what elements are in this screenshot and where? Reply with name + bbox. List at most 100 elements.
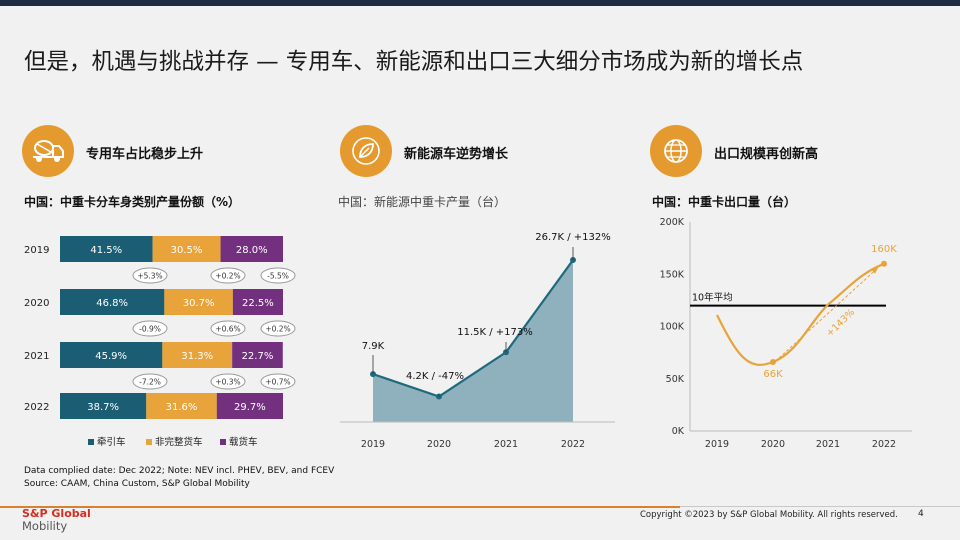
section-label-nev: 新能源车逆势增长	[404, 147, 509, 162]
bar-label: 30.5%	[171, 245, 203, 256]
source-note: Source: CAAM, China Custom, S&P Global M…	[24, 479, 250, 489]
area-fill	[373, 260, 573, 422]
export-line	[716, 262, 885, 366]
bar-segment	[216, 393, 283, 419]
change-bubble	[132, 373, 168, 390]
data-point	[503, 349, 509, 356]
year-label: 2019	[24, 245, 49, 256]
stacked-bar-chart: 2019 41.5% 30.5% 28.0% 2020 46.8% 30.7% 22.5% 20…	[24, 236, 296, 448]
y-tick-label: 50K	[666, 374, 685, 385]
growth-arrow-head	[871, 267, 878, 274]
chart2-title: 中国：新能源中重卡产量（台）	[338, 195, 507, 209]
nev-area-chart: 7.9K 2019 4.2K / -47% 2020 11.5K / +173% 2021…	[340, 232, 615, 450]
bar-label: 31.6%	[166, 402, 198, 413]
top-bar	[0, 0, 960, 6]
y-tick-label: 150K	[660, 269, 685, 280]
chart3-title: 中国：中重卡出口量（台）	[652, 195, 797, 209]
legend-swatch	[146, 439, 152, 445]
logo-line1: S&P Global	[22, 507, 91, 520]
x-tick-label: 2021	[816, 439, 840, 450]
cement-mixer-truck-icon	[22, 125, 74, 177]
page-number: 4	[918, 509, 924, 519]
bar-segment	[60, 289, 165, 315]
legend-label: 牵引车	[97, 436, 126, 448]
area-line	[372, 259, 574, 398]
bar-label: 38.7%	[87, 402, 119, 413]
change-label: +0.7%	[265, 378, 290, 387]
data-label: 7.9K	[362, 341, 385, 352]
x-tick-label: 2019	[361, 439, 385, 450]
change-bubble	[210, 267, 246, 284]
low-point	[770, 359, 776, 366]
bar-segment	[164, 289, 233, 315]
x-tick-label: 2020	[427, 439, 451, 450]
slide-title: 但是，机遇与挑战并存 — 专用车、新能源和出口三大细分市场成为新的增长点	[24, 49, 804, 75]
y-tick-label: 0K	[672, 426, 685, 437]
copyright-text: Copyright ©2023 by S&P Global Mobility. …	[640, 510, 898, 520]
growth-arrow	[778, 267, 879, 359]
x-tick-label: 2022	[872, 439, 896, 450]
change-bubble	[260, 373, 296, 390]
y-tick-label: 100K	[660, 322, 685, 333]
bar-label: 31.3%	[181, 351, 213, 362]
footer-divider-gray	[680, 506, 960, 507]
chart1-title: 中国：中重卡分车身类别产量份额（%）	[24, 195, 241, 209]
bar-label: 45.9%	[95, 351, 127, 362]
x-tick-label: 2022	[561, 439, 585, 450]
change-label: +0.2%	[265, 325, 290, 334]
y-tick-label: 200K	[660, 217, 685, 228]
change-label: -0.9%	[139, 325, 161, 334]
data-note: Data complied date: Dec 2022; Note: NEV …	[24, 466, 335, 476]
change-label: -5.5%	[267, 272, 289, 281]
bar-label: 29.7%	[234, 402, 266, 413]
year-label: 2020	[24, 298, 49, 309]
data-label: 26.7K / +132%	[535, 232, 611, 243]
bar-segment	[60, 393, 147, 419]
year-label: 2022	[24, 402, 49, 413]
logo-line2: Mobility	[22, 519, 68, 533]
bar-label: 30.7%	[183, 298, 215, 309]
x-tick-label: 2020	[761, 439, 785, 450]
bar-label: 22.7%	[242, 351, 274, 362]
bar-segment	[232, 289, 283, 315]
low-label: 66K	[763, 369, 783, 380]
bar-segment	[146, 393, 217, 419]
ten-year-average-label: 10年平均	[692, 292, 733, 304]
change-bubble	[260, 320, 296, 337]
change-label: +0.3%	[215, 378, 240, 387]
change-bubble	[210, 320, 246, 337]
bar-label: 46.8%	[96, 298, 128, 309]
x-tick-label: 2021	[494, 439, 518, 450]
legend-label: 非完整货车	[155, 436, 203, 448]
data-label: 11.5K / +173%	[457, 327, 533, 338]
change-label: +0.2%	[215, 272, 240, 281]
data-label: 4.2K / -47%	[406, 371, 464, 382]
bar-segment	[60, 236, 153, 262]
change-bubble	[210, 373, 246, 390]
growth-label: +143%	[824, 307, 857, 339]
bar-segment	[60, 342, 163, 368]
section-label-special-vehicle: 专用车占比稳步上升	[86, 147, 204, 162]
bar-label: 22.5%	[242, 298, 274, 309]
section-label-export: 出口规模再创新高	[714, 147, 819, 162]
change-label: -7.2%	[139, 378, 161, 387]
high-label: 160K	[871, 244, 897, 255]
footer-divider	[0, 506, 680, 508]
bar-segment	[232, 342, 283, 368]
year-label: 2021	[24, 351, 49, 362]
change-bubble	[260, 267, 296, 284]
leaf-icon	[340, 125, 392, 177]
bar-segment	[220, 236, 283, 262]
legend-label: 载货车	[229, 436, 258, 448]
bar-label: 28.0%	[236, 245, 268, 256]
data-point	[436, 393, 442, 400]
legend-swatch	[88, 439, 94, 445]
bar-segment	[162, 342, 233, 368]
bar-label: 41.5%	[90, 245, 122, 256]
x-tick-label: 2019	[705, 439, 729, 450]
change-bubble	[132, 267, 168, 284]
bar-segment	[152, 236, 221, 262]
high-point	[881, 260, 887, 267]
change-bubble	[132, 320, 168, 337]
change-label: +5.3%	[137, 272, 162, 281]
